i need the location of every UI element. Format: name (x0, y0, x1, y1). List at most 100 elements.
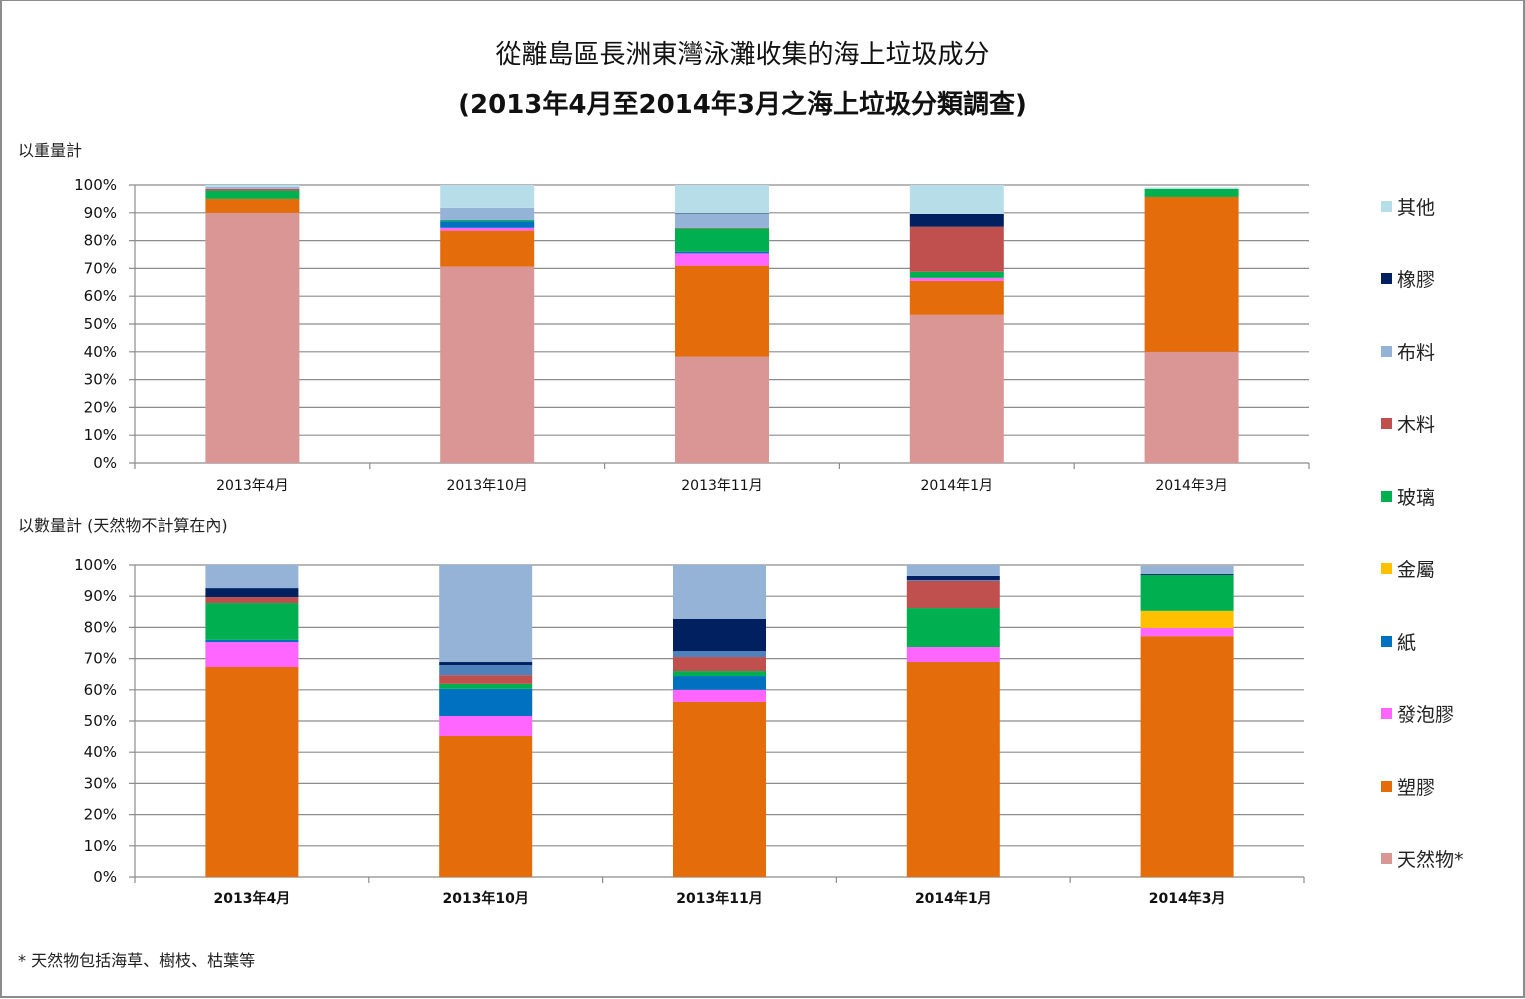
bar-segment (440, 266, 535, 463)
y-tick-label: 30% (84, 371, 117, 389)
bar-segment (1140, 610, 1234, 629)
y-tick-label: 70% (84, 259, 117, 277)
bar-segment (906, 565, 1000, 576)
bar-segment (440, 207, 535, 221)
bar-segment (906, 575, 1000, 580)
legend-label: 玻璃 (1397, 486, 1436, 509)
legend-label: 橡膠 (1397, 268, 1436, 291)
legend-label: 發泡膠 (1397, 703, 1455, 726)
y-tick-label: 80% (84, 618, 117, 636)
x-tick-label: 2014年3月 (1155, 478, 1228, 494)
bar-segment (675, 228, 769, 252)
bar-segment (675, 213, 769, 228)
legend-label: 天然物* (1397, 848, 1464, 871)
bar-segment (909, 226, 1004, 272)
legend-item: 玻璃 (1381, 484, 1436, 509)
y-tick-label: 40% (84, 343, 117, 361)
legend-label: 其他 (1397, 196, 1436, 219)
bar-segment (1140, 565, 1234, 575)
legend-swatch (1381, 272, 1392, 284)
y-tick-label: 50% (84, 315, 117, 333)
bar-segment (909, 280, 1004, 315)
bar-segment (205, 667, 299, 877)
bar-segment (440, 227, 535, 231)
bar-segment (439, 735, 533, 877)
legend-swatch (1381, 490, 1392, 502)
bar-segment (440, 230, 535, 267)
bar-segment (1144, 196, 1239, 352)
legend-swatch (1381, 562, 1392, 574)
legend-label: 紙 (1397, 631, 1417, 654)
y-tick-label: 70% (84, 650, 117, 668)
bar-segment (906, 579, 1000, 581)
bar-segment (439, 565, 533, 663)
bar-segment (673, 689, 766, 702)
chart-title: 從離島區長洲東灣泳灘收集的海上垃圾成分 (495, 40, 990, 70)
bar-segment (205, 198, 300, 213)
y-tick-label: 0% (93, 868, 117, 886)
legend-swatch (1381, 345, 1392, 357)
bar-segment (673, 657, 766, 672)
bar-segment (909, 185, 1004, 214)
legend-item: 紙 (1381, 629, 1417, 654)
bar-segment (673, 565, 766, 619)
legend-label: 金屬 (1397, 558, 1436, 581)
y-tick-label: 20% (84, 806, 117, 824)
x-tick-label: 2014年1月 (921, 478, 994, 494)
bar-segment (1144, 188, 1239, 197)
bar-segment (440, 185, 535, 208)
bar-segment (439, 665, 533, 676)
bar-segment (440, 220, 535, 222)
y-tick-label: 80% (84, 232, 117, 250)
bar-segment (205, 597, 299, 604)
footnote: * 天然物包括海草、樹枝、枯葉等 (18, 951, 256, 970)
bar-segment (1144, 187, 1239, 189)
bar-segment (439, 683, 533, 689)
count-chart-label: 以數量計 (天然物不計算在內) (18, 516, 228, 535)
chart-subtitle: (2013年4月至2014年3月之海上垃圾分類調查) (458, 90, 1027, 120)
bar-segment (439, 716, 533, 736)
bar-segment (675, 185, 769, 214)
bar-segment (439, 688, 533, 717)
y-tick-label: 100% (74, 176, 117, 194)
legend-item: 天然物* (1381, 846, 1464, 871)
x-tick-label: 2013年4月 (216, 478, 289, 494)
y-tick-label: 60% (84, 681, 117, 699)
bar-segment (205, 188, 300, 191)
y-tick-label: 40% (84, 743, 117, 761)
y-tick-label: 90% (84, 587, 117, 605)
bar-segment (205, 565, 299, 589)
legend-swatch (1381, 852, 1392, 864)
y-tick-label: 20% (84, 398, 117, 416)
legend-item: 木料 (1381, 411, 1435, 436)
bar-segment (1140, 628, 1234, 637)
bar-segment (909, 277, 1004, 281)
bar-segment (205, 603, 299, 640)
bar-segment (675, 253, 769, 266)
y-tick-label: 90% (84, 204, 117, 222)
x-tick-label: 2013年11月 (681, 478, 762, 494)
bar-segment (909, 314, 1004, 463)
legend-swatch (1381, 707, 1392, 719)
y-tick-label: 30% (84, 774, 117, 792)
bar-segment (673, 618, 766, 652)
bar-segment (906, 647, 1000, 663)
bar-segment (906, 608, 1000, 648)
legend-swatch (1381, 417, 1392, 429)
legend-item: 金屬 (1381, 556, 1436, 581)
legend-item: 塑膠 (1381, 774, 1436, 799)
legend-swatch (1381, 635, 1392, 647)
y-tick-label: 10% (84, 426, 117, 444)
x-tick-label: 2013年4月 (214, 890, 291, 907)
bar-segment (673, 701, 766, 877)
bar-segment (675, 227, 769, 229)
bar-segment (1140, 574, 1234, 575)
bar-segment (1140, 636, 1234, 877)
bar-segment (1140, 574, 1234, 611)
legend-label: 塑膠 (1397, 776, 1436, 799)
bar-segment (909, 213, 1004, 227)
bar-segment (675, 213, 769, 214)
count-chart: 0% 10% 20% 30% 40% 50% 60% 70% 80% 90% 100% 2013年4月… (74, 556, 1305, 907)
